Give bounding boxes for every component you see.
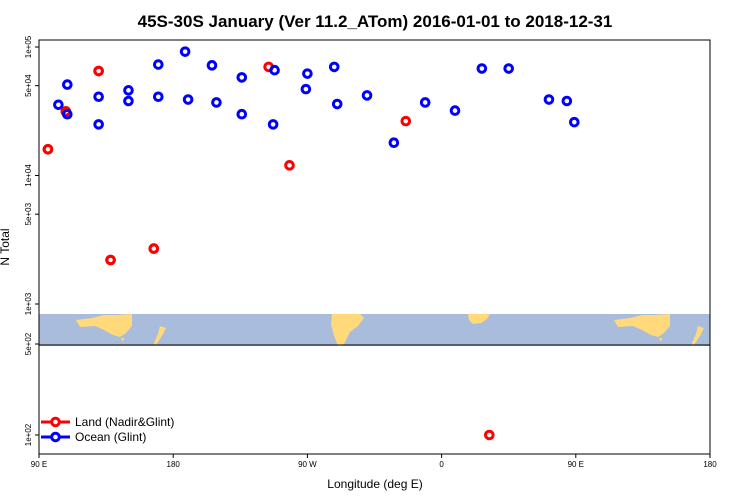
map-land-new-zealand bbox=[154, 326, 166, 346]
map-land-africa bbox=[468, 314, 490, 324]
ocean-point bbox=[302, 68, 313, 79]
ocean-point bbox=[449, 105, 461, 116]
ocean-point bbox=[53, 99, 64, 111]
ocean-point bbox=[236, 72, 248, 83]
legend-marker-land bbox=[50, 416, 61, 428]
map-land-tasmania bbox=[121, 338, 124, 342]
legend-marker-ocean bbox=[50, 431, 61, 443]
ocean-point bbox=[182, 94, 194, 105]
ocean-point bbox=[503, 63, 515, 74]
ocean-point bbox=[152, 59, 164, 70]
land-point bbox=[93, 65, 104, 77]
ocean-point bbox=[123, 85, 134, 96]
ocean-point bbox=[328, 61, 340, 73]
map-land-new-zealand-repeat bbox=[692, 326, 704, 346]
ocean-point bbox=[543, 94, 555, 105]
plot-frame bbox=[38, 39, 711, 455]
y-tick-label: 5e+04 bbox=[24, 74, 33, 97]
x-tick-label: 180 bbox=[703, 460, 717, 469]
legend-label-ocean: Ocean (Glint) bbox=[75, 430, 146, 444]
land-point bbox=[105, 254, 116, 266]
ocean-point bbox=[300, 83, 312, 95]
legend-label-land: Land (Nadir&Glint) bbox=[75, 415, 174, 429]
map-ocean-band bbox=[39, 314, 710, 346]
ocean-point bbox=[561, 95, 573, 107]
ocean-point bbox=[211, 97, 222, 108]
y-tick-label: 1e+05 bbox=[24, 35, 33, 58]
ocean-point bbox=[569, 116, 580, 128]
world-map-strip bbox=[39, 314, 710, 346]
x-tick-label: 90 E bbox=[31, 460, 47, 469]
ocean-point bbox=[236, 108, 248, 120]
y-tick-label: 1e+03 bbox=[24, 292, 33, 315]
ocean-point bbox=[123, 95, 134, 107]
y-axis-label: N Total bbox=[0, 228, 12, 265]
map-land-australia bbox=[76, 314, 132, 337]
x-tick-label: 90 E bbox=[568, 460, 584, 469]
ocean-point bbox=[179, 46, 191, 57]
land-point bbox=[484, 429, 495, 441]
y-tick-label: 5e+03 bbox=[24, 202, 33, 225]
y-tick-label: 1e+04 bbox=[24, 164, 33, 187]
ocean-point bbox=[62, 108, 73, 120]
x-axis-label: Longitude (deg E) bbox=[327, 477, 422, 491]
map-land-australia-repeat bbox=[614, 314, 670, 337]
ocean-point bbox=[93, 119, 104, 130]
x-tick-label: 90 W bbox=[298, 460, 317, 469]
x-axis: 90 E 180 90 W 0 90 E 180 bbox=[31, 454, 717, 469]
ocean-point bbox=[476, 63, 488, 74]
map-land-tasmania-repeat bbox=[659, 338, 662, 342]
ocean-point bbox=[419, 97, 431, 108]
land-point bbox=[148, 243, 160, 254]
ocean-point bbox=[93, 91, 104, 103]
ocean-point bbox=[388, 137, 400, 148]
ocean-point bbox=[331, 98, 343, 110]
y-tick-label: 5e+02 bbox=[24, 332, 33, 355]
ocean-point bbox=[62, 79, 73, 90]
y-axis: 1e+02 5e+02 1e+03 5e+03 1e+04 5e+04 1e+05 bbox=[24, 35, 39, 446]
data-points bbox=[42, 46, 580, 441]
map-land-south-america bbox=[331, 314, 364, 346]
land-point bbox=[400, 115, 412, 127]
ocean-point bbox=[206, 60, 218, 71]
land-point bbox=[42, 143, 54, 155]
chart-title: 45S-30S January (Ver 11.2_ATom) 2016-01-… bbox=[138, 12, 613, 31]
legend: Land (Nadir&Glint) Ocean (Glint) bbox=[41, 415, 174, 444]
ocean-point bbox=[267, 119, 279, 130]
ocean-point bbox=[152, 91, 164, 103]
y-tick-label: 1e+02 bbox=[24, 423, 33, 446]
x-tick-label: 0 bbox=[439, 460, 444, 469]
land-point bbox=[284, 160, 295, 171]
ocean-point bbox=[269, 64, 280, 76]
ocean-point bbox=[361, 90, 373, 101]
x-tick-label: 180 bbox=[167, 460, 181, 469]
